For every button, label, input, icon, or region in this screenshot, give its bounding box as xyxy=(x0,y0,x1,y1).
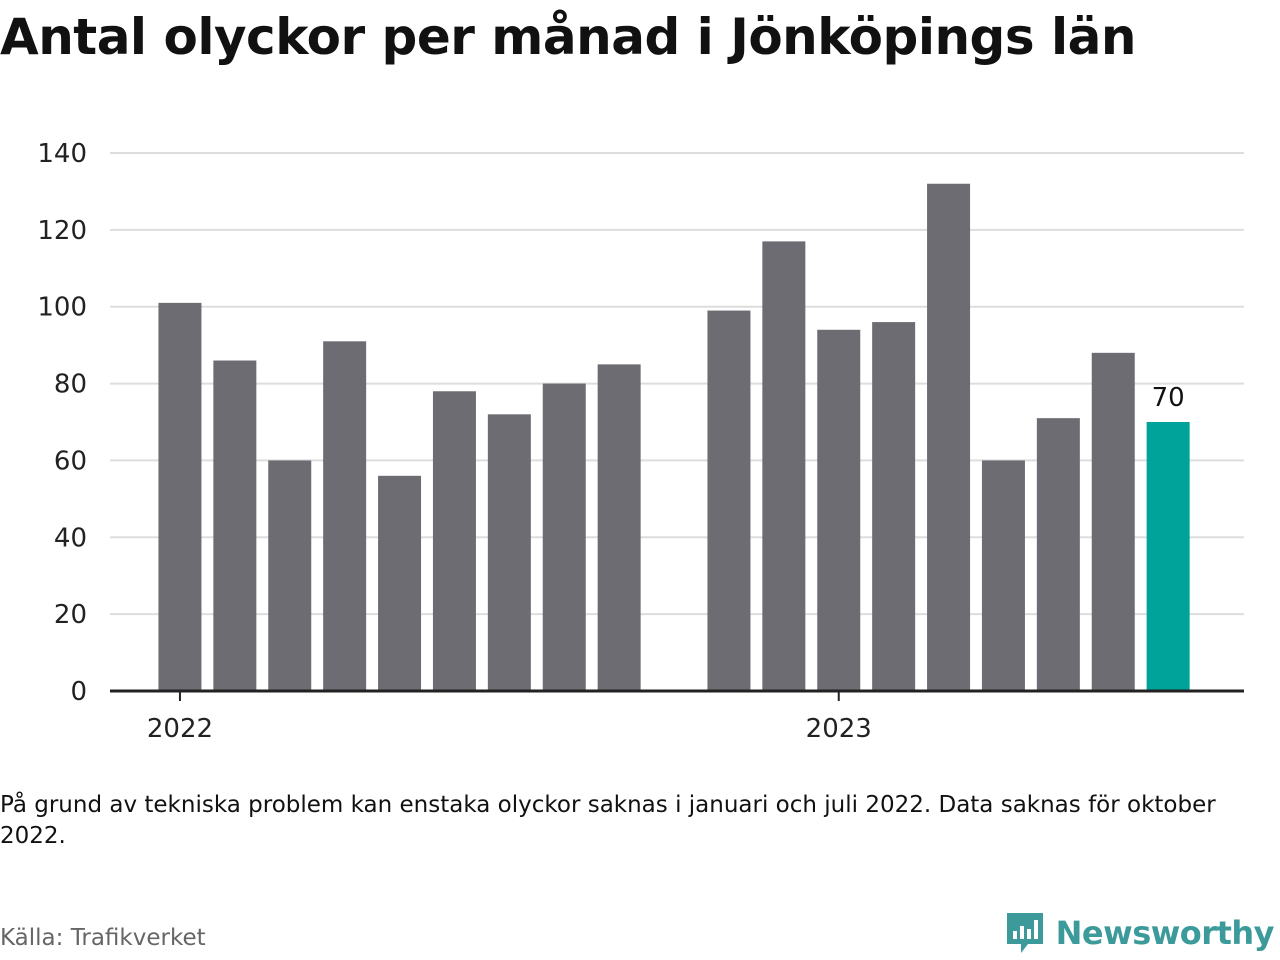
data-label: 70 xyxy=(1152,383,1185,413)
bar-chart-speech-bubble-icon xyxy=(1006,913,1043,953)
bar xyxy=(981,460,1025,691)
bar xyxy=(487,414,531,691)
bar xyxy=(927,183,971,691)
bar xyxy=(213,360,257,691)
y-tick-label: 120 xyxy=(37,216,87,246)
brand-logo: Newsworthy xyxy=(1004,910,1275,956)
bar xyxy=(707,310,751,691)
x-tick-label: 2022 xyxy=(147,714,213,744)
source-credit: Källa: Trafikverket xyxy=(0,925,206,951)
bar xyxy=(268,460,312,691)
bar xyxy=(542,383,586,691)
bar xyxy=(323,341,367,691)
bar xyxy=(158,302,202,691)
bar-chart: 0 20 40 60 80 100 120 140 70 2022 2023 xyxy=(37,139,1244,744)
y-tick-label: 140 xyxy=(37,139,87,169)
chart-title: Antal olyckor per månad i Jönköpings län xyxy=(0,8,1136,66)
y-tick-label: 100 xyxy=(37,293,87,323)
x-tick-label: 2023 xyxy=(806,714,872,744)
brand-name: Newsworthy xyxy=(1055,914,1275,952)
bar xyxy=(432,391,476,691)
bar xyxy=(1036,418,1080,691)
y-axis-ticks: 0 20 40 60 80 100 120 140 xyxy=(37,139,87,707)
bar xyxy=(378,475,422,691)
bar xyxy=(817,329,861,691)
y-tick-label: 60 xyxy=(54,446,87,476)
bar xyxy=(597,364,641,691)
y-tick-label: 0 xyxy=(70,677,87,707)
bar xyxy=(872,322,916,691)
x-axis: 2022 2023 xyxy=(110,689,1244,744)
data-labels: 70 xyxy=(1152,383,1185,413)
bar xyxy=(1091,352,1135,691)
y-tick-label: 20 xyxy=(54,600,87,630)
bar xyxy=(1146,422,1190,691)
y-tick-label: 40 xyxy=(54,523,87,553)
bar xyxy=(762,241,806,691)
chart-note: På grund av tekniska problem kan enstaka… xyxy=(0,792,1216,849)
bars xyxy=(158,183,1190,691)
y-tick-label: 80 xyxy=(54,370,87,400)
